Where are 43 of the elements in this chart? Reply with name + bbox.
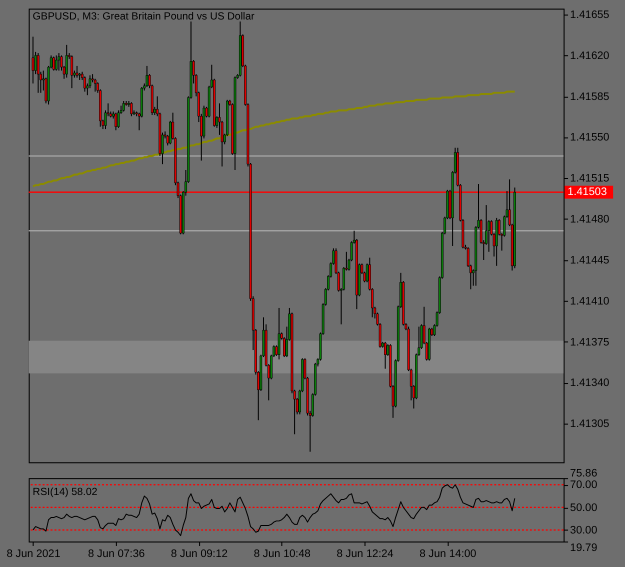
y-tick-label: 50.00: [570, 502, 598, 514]
candlestick: [76, 65, 78, 78]
candlestick: [32, 36, 34, 84]
y-tick-label: 1.41620: [570, 50, 610, 62]
x-tick-label: 8 Jun 12:24: [336, 548, 394, 560]
candlestick: [70, 54, 74, 89]
y-tick-label: 1.41445: [570, 254, 610, 266]
x-tick-label: 8 Jun 14:00: [419, 548, 476, 560]
ref-line-label: 1.41503: [568, 186, 607, 198]
candlestick: [36, 52, 40, 94]
y-tick-label: 1.41410: [570, 295, 610, 308]
y-tick-label: 75.86: [570, 468, 598, 480]
y-tick-label: 70.00: [570, 479, 598, 492]
y-tick-label: 1.41655: [570, 8, 610, 21]
y-tick-label: 1.41480: [570, 214, 610, 226]
y-tick-label: 19.79: [570, 542, 598, 554]
x-tick-label: 8 Jun 10:48: [254, 548, 311, 560]
candlestick: [55, 54, 58, 72]
x-tick-label: 8 Jun 2021: [6, 548, 60, 560]
y-tick-label: 1.41515: [570, 172, 610, 185]
y-tick-label: 1.41305: [570, 418, 610, 430]
y-tick-label: 30.00: [570, 524, 598, 536]
candlestick: [278, 307, 280, 360]
candlestick: [117, 110, 120, 128]
chart-title: GBPUSD, M3: Great Britain Pound vs US Dollar: [32, 12, 255, 23]
x-tick-label: 8 Jun 07:36: [88, 548, 145, 560]
candlestick: [58, 52, 60, 72]
x-tick-label: 8 Jun 09:12: [170, 548, 228, 560]
y-tick-label: 1.41585: [570, 90, 610, 103]
candlestick: [122, 100, 125, 112]
text: RSI(14) 58.02: [32, 486, 98, 498]
candlestick: [146, 65, 148, 88]
candlestick: [65, 44, 68, 78]
y-tick-label: 1.41375: [570, 336, 610, 348]
candlestick: [384, 341, 386, 370]
candlestick: [52, 56, 55, 72]
line-series: [32, 90, 516, 188]
y-tick-label: 1.41340: [570, 377, 610, 390]
candlestick: [114, 112, 118, 131]
candlestick: [130, 102, 133, 117]
candlestick: [94, 78, 96, 92]
candlestick: [84, 76, 86, 92]
y-tick-label: 1.41550: [570, 132, 610, 144]
